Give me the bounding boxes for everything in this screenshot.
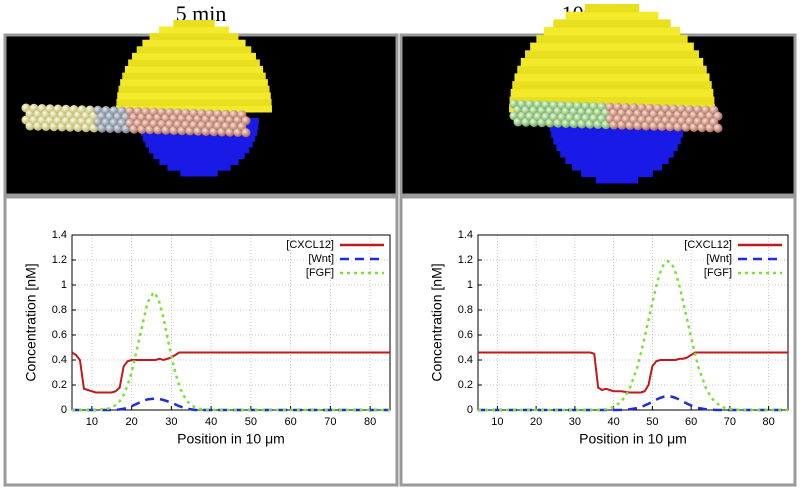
y-tick-label: 1 [467, 279, 473, 291]
wnt-region [145, 141, 253, 148]
legend-label: [FGF] [306, 267, 334, 279]
y-axis-label: Concentration [nM] [23, 263, 39, 381]
series-line [71, 351, 390, 394]
fgf-region [553, 19, 671, 28]
fgf-region [117, 92, 271, 100]
y-tick-label: 0.6 [458, 329, 473, 341]
x-tick-label: 30 [165, 416, 177, 428]
wnt-region [159, 158, 239, 165]
fgf-region [122, 72, 266, 80]
x-tick-label: 70 [724, 416, 736, 428]
x-tick-label: 10 [86, 416, 98, 428]
y-tick-label: 1.2 [458, 254, 473, 266]
fgf-region [509, 96, 715, 105]
wnt-region [153, 152, 245, 160]
x-tick-label: 60 [685, 416, 697, 428]
series-line [478, 394, 788, 412]
y-tick-label: 0.8 [52, 304, 67, 316]
chart-frame [3, 195, 399, 487]
wnt-region [167, 164, 231, 171]
wnt-region [553, 137, 681, 145]
x-tick-label: 20 [126, 416, 138, 428]
fgf-region [514, 73, 710, 82]
fgf-region [116, 98, 272, 106]
simulation-image [21, 20, 272, 177]
x-tick-label: 40 [608, 416, 620, 428]
chart-frame [399, 195, 797, 487]
y-tick-label: 0.6 [52, 329, 67, 341]
fgf-region [136, 46, 252, 54]
y-axis-label: Concentration [nM] [429, 263, 445, 381]
fgf-region [584, 4, 640, 13]
fgf-region [517, 65, 707, 74]
legend-label: [CXCL12] [286, 239, 334, 251]
fgf-region [530, 42, 694, 51]
x-tick-label: 10 [491, 416, 503, 428]
fgf-region [543, 27, 681, 36]
y-tick-label: 0 [467, 404, 473, 416]
fgf-region [120, 79, 268, 87]
x-tick-label: 80 [763, 416, 775, 428]
x-tick-label: 40 [205, 416, 217, 428]
wnt-region [572, 163, 662, 171]
x-tick-label: 60 [285, 416, 297, 428]
fgf-region [565, 11, 659, 20]
wnt-region [595, 176, 639, 184]
fgf-region [132, 52, 256, 60]
fgf-region [158, 26, 230, 34]
wnt-region [556, 144, 678, 151]
y-tick-label: 1.4 [52, 229, 67, 241]
y-tick-label: 1.2 [52, 254, 67, 266]
cell [241, 128, 251, 138]
plot-area [71, 234, 391, 411]
fgf-region [520, 58, 704, 67]
fgf-region [510, 88, 714, 98]
fgf-region [512, 81, 712, 90]
x-tick-label: 50 [646, 416, 658, 428]
y-tick-label: 1.4 [458, 229, 473, 241]
y-tick-label: 0 [61, 404, 67, 416]
fgf-region [173, 20, 215, 28]
y-tick-label: 0.2 [52, 379, 67, 391]
y-tick-label: 1 [61, 279, 67, 291]
fgf-region [124, 66, 264, 74]
wnt-region [142, 135, 256, 142]
wnt-region [180, 170, 218, 177]
x-tick-label: 70 [324, 416, 336, 428]
wnt-region [560, 150, 674, 158]
cell [713, 123, 723, 133]
fgf-region [118, 85, 270, 93]
y-tick-label: 0.4 [52, 354, 67, 366]
wnt-region [551, 131, 683, 138]
fgf-region [149, 33, 239, 41]
y-tick-label: 0.4 [458, 354, 473, 366]
series-line [478, 351, 788, 394]
wnt-region [565, 157, 669, 164]
fgf-region [525, 50, 699, 59]
x-tick-label: 20 [530, 416, 542, 428]
fgf-region [142, 39, 246, 47]
x-tick-label: 30 [569, 416, 581, 428]
simulation-image [509, 4, 723, 184]
fgf-region [536, 34, 688, 44]
legend-label: [Wnt] [706, 253, 732, 265]
series-line [72, 397, 390, 412]
y-tick-label: 0.2 [458, 379, 473, 391]
legend-label: [FGF] [704, 267, 732, 279]
x-axis-label: Position in 10 μm [579, 431, 687, 447]
legend-label: [CXCL12] [684, 239, 732, 251]
y-tick-label: 0.8 [458, 304, 473, 316]
wnt-region [148, 147, 250, 154]
wnt-region [581, 170, 653, 177]
legend-label: [Wnt] [308, 253, 334, 265]
x-tick-label: 80 [364, 416, 376, 428]
fgf-region [128, 59, 260, 67]
x-axis-label: Position in 10 μm [177, 431, 285, 447]
x-tick-label: 50 [245, 416, 257, 428]
